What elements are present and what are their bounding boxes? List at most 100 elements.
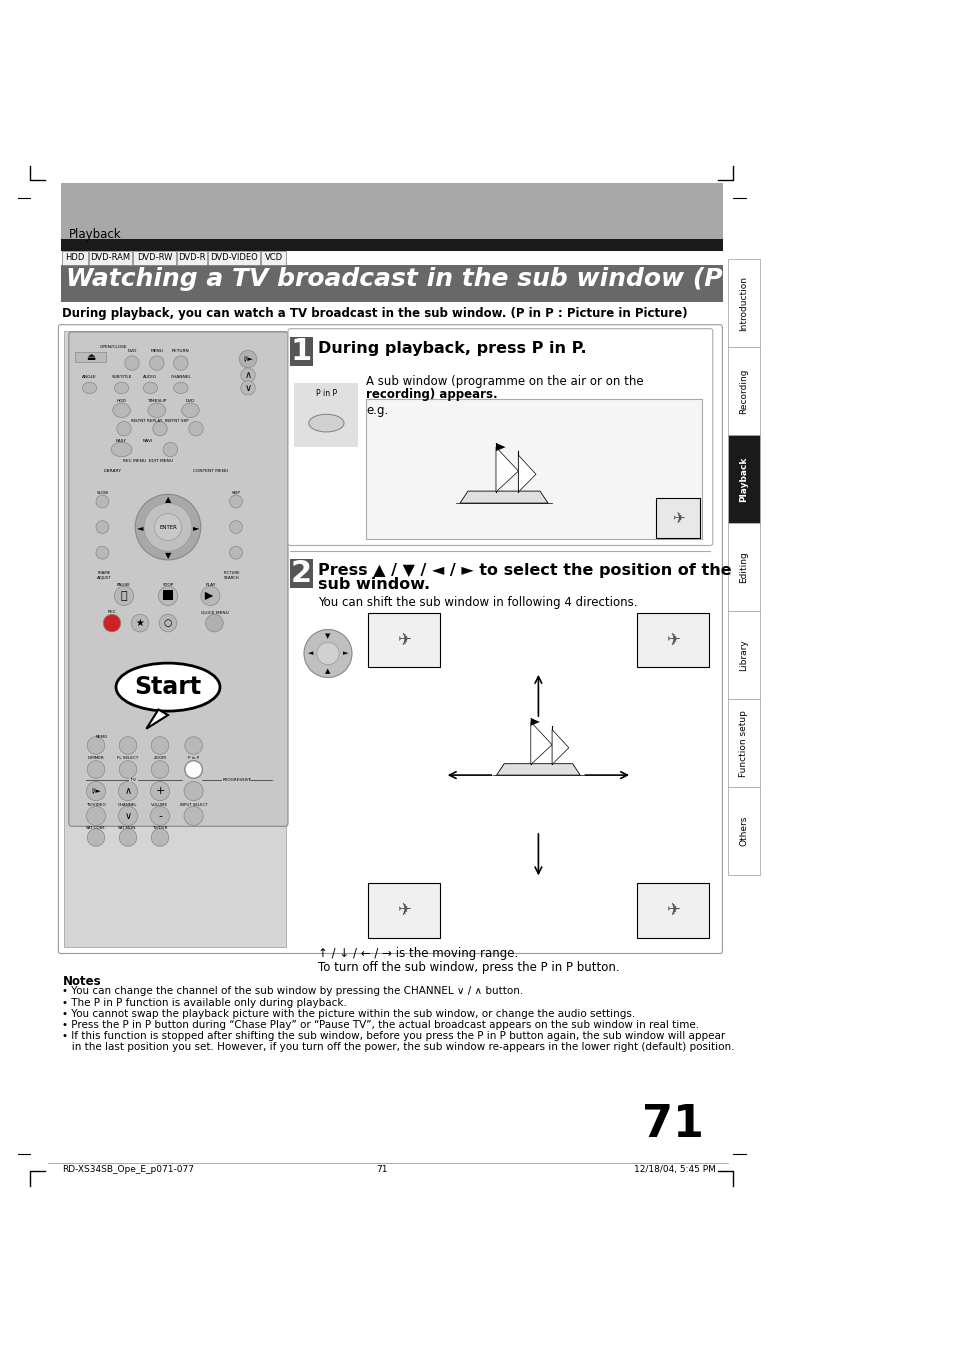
Text: PLAY: PLAY <box>205 584 215 588</box>
Text: CHANNEL: CHANNEL <box>171 376 191 380</box>
Text: +: + <box>155 786 165 796</box>
Ellipse shape <box>173 355 188 370</box>
Bar <box>61 265 722 301</box>
Text: ANGLE: ANGLE <box>82 376 97 380</box>
Text: During playback, press P in P.: During playback, press P in P. <box>318 340 586 355</box>
Text: AUDIO: AUDIO <box>143 376 157 380</box>
Ellipse shape <box>116 422 132 436</box>
Ellipse shape <box>112 403 131 417</box>
Polygon shape <box>530 721 552 765</box>
Text: • You can change the channel of the sub window by pressing the CHANNEL ∨ / ∧ but: • You can change the channel of the sub … <box>62 986 523 996</box>
Text: ✈: ✈ <box>396 631 411 648</box>
Text: recording) appears.: recording) appears. <box>366 388 497 401</box>
Text: ▼: ▼ <box>325 632 331 639</box>
Text: ∧: ∧ <box>124 786 132 796</box>
Ellipse shape <box>151 761 169 778</box>
Text: HDD: HDD <box>116 399 127 403</box>
Text: ZOOM: ZOOM <box>153 757 166 759</box>
Ellipse shape <box>132 615 149 632</box>
Text: I/►: I/► <box>91 788 101 794</box>
Text: RD-XS34SB_Ope_E_p071-077: RD-XS34SB_Ope_E_p071-077 <box>62 1165 194 1174</box>
Text: Start: Start <box>134 676 201 698</box>
Ellipse shape <box>309 415 344 432</box>
Bar <box>727 347 760 435</box>
Bar <box>132 251 175 265</box>
Text: PAUSE: PAUSE <box>117 584 131 588</box>
Bar <box>656 499 700 538</box>
Text: ✈: ✈ <box>396 901 411 919</box>
Ellipse shape <box>152 422 167 436</box>
Text: PROGRESSIVE: PROGRESSIVE <box>222 778 252 782</box>
Text: • Press the P in P button during “Chase Play” or “Pause TV”, the actual broadcas: • Press the P in P button during “Chase … <box>62 1020 699 1029</box>
Text: HDD: HDD <box>66 254 85 262</box>
Text: Playback: Playback <box>739 457 748 501</box>
Ellipse shape <box>189 422 203 436</box>
Text: Others: Others <box>739 816 748 846</box>
Text: SUBTITLE: SUBTITLE <box>112 376 132 380</box>
Text: Playback: Playback <box>69 228 121 240</box>
Ellipse shape <box>118 781 137 801</box>
Text: DVD: DVD <box>127 349 136 353</box>
Bar <box>89 251 132 265</box>
Text: • You cannot swap the playback picture with the picture within the sub window, o: • You cannot swap the playback picture w… <box>62 1009 635 1019</box>
Text: To turn off the sub window, press the P in P button.: To turn off the sub window, press the P … <box>318 961 619 974</box>
Text: DVD-RW: DVD-RW <box>136 254 172 262</box>
Ellipse shape <box>103 615 121 632</box>
Text: QUICK MENU: QUICK MENU <box>200 611 228 615</box>
Text: RETURN: RETURN <box>172 349 190 353</box>
Ellipse shape <box>87 736 105 754</box>
Bar <box>294 384 358 447</box>
Bar <box>61 184 722 239</box>
Polygon shape <box>496 443 505 451</box>
Text: REC: REC <box>108 611 116 615</box>
Text: DVD-R: DVD-R <box>178 254 206 262</box>
Bar <box>208 251 260 265</box>
Ellipse shape <box>118 807 137 825</box>
Ellipse shape <box>112 442 132 457</box>
Text: 2: 2 <box>291 559 312 588</box>
Bar <box>163 590 172 600</box>
Ellipse shape <box>206 615 223 632</box>
Text: e.g.: e.g. <box>366 404 388 417</box>
Bar <box>176 251 207 265</box>
Ellipse shape <box>87 781 106 801</box>
Text: ∨: ∨ <box>244 382 252 393</box>
Text: ⏏: ⏏ <box>86 353 95 362</box>
Ellipse shape <box>240 367 255 382</box>
Text: Function setup: Function setup <box>739 709 748 777</box>
Text: ✈: ✈ <box>665 631 679 648</box>
Text: LIBRARY: LIBRARY <box>104 470 122 473</box>
Text: You can shift the sub window in following 4 directions.: You can shift the sub window in followin… <box>318 596 638 609</box>
Ellipse shape <box>96 546 109 559</box>
Text: 1: 1 <box>291 336 312 366</box>
Ellipse shape <box>184 781 203 801</box>
Ellipse shape <box>144 503 192 551</box>
Text: A sub window (programme on the air or on the: A sub window (programme on the air or on… <box>366 376 643 388</box>
Text: INSTNT REPLAY  INSTNT SKP: INSTNT REPLAY INSTNT SKP <box>132 419 189 423</box>
Ellipse shape <box>185 736 202 754</box>
Text: • If this function is stopped after shifting the sub window, before you press th: • If this function is stopped after shif… <box>62 1031 725 1042</box>
Polygon shape <box>552 730 568 765</box>
Text: During playback, you can watch a TV broadcast in the sub window. (P in P : Pictu: During playback, you can watch a TV broa… <box>62 307 687 320</box>
Ellipse shape <box>135 494 200 559</box>
FancyBboxPatch shape <box>69 332 288 827</box>
Ellipse shape <box>230 494 242 508</box>
Bar <box>727 611 760 698</box>
Text: INPUT SELECT: INPUT SELECT <box>179 802 207 807</box>
Ellipse shape <box>148 403 166 417</box>
Polygon shape <box>146 709 168 728</box>
Ellipse shape <box>114 382 129 393</box>
Ellipse shape <box>181 403 199 417</box>
Bar <box>727 698 760 788</box>
Ellipse shape <box>159 615 176 632</box>
Text: VCD: VCD <box>264 254 282 262</box>
Text: ✈: ✈ <box>671 511 684 526</box>
Text: DIMMER: DIMMER <box>88 757 104 759</box>
Text: P in P: P in P <box>188 757 199 759</box>
Text: P in P: P in P <box>315 389 336 399</box>
Text: Press ▲ / ▼ / ◄ / ► to select the position of the: Press ▲ / ▼ / ◄ / ► to select the positi… <box>318 563 731 578</box>
Text: SAT.MON.: SAT.MON. <box>118 827 137 831</box>
Text: ►: ► <box>342 650 348 657</box>
Ellipse shape <box>239 350 256 367</box>
Text: TV/DVR: TV/DVR <box>152 827 168 831</box>
